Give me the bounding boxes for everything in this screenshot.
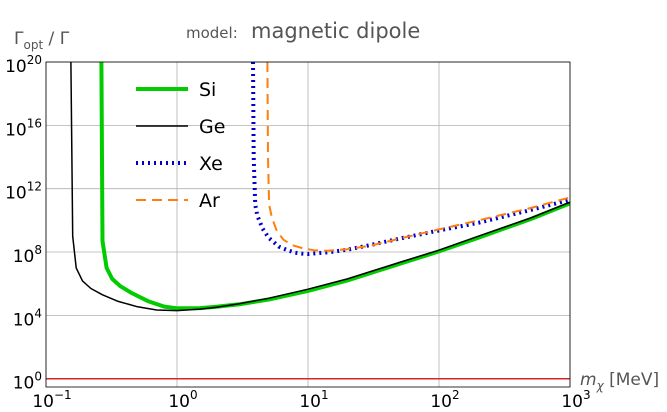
y-tick-label: 1020	[5, 53, 42, 77]
x-tick-labels: 10−1 100 101 102 103	[32, 388, 590, 412]
series-line-ar	[266, 62, 570, 252]
legend-label-ge: Ge	[199, 116, 225, 138]
y-tick-label: 100	[13, 370, 42, 394]
plot-frame	[45, 61, 571, 388]
y-tick-label: 1016	[5, 116, 42, 140]
y-axis-label-rest: / Γ	[43, 29, 70, 49]
y-tick-labels: 100 104 108 1012 1016 1020	[5, 53, 42, 394]
x-tick-label: 10−1	[32, 388, 71, 412]
x-axis-label: mχ [MeV]	[580, 370, 659, 393]
chart-title: magnetic dipole	[251, 19, 420, 43]
legend: Si Ge Xe Ar	[136, 79, 225, 212]
series-line-xe	[251, 62, 570, 256]
x-tick-label: 101	[299, 388, 328, 412]
y-tick-label: 108	[13, 243, 42, 267]
x-tick-label: 100	[168, 388, 197, 412]
legend-label-si: Si	[199, 79, 216, 101]
x-axis-label-sym: m	[580, 370, 597, 390]
x-tick-label: 103	[561, 388, 590, 412]
chart-title-prefix: model:	[186, 24, 238, 42]
y-tick-label: 1012	[5, 180, 42, 204]
y-axis-label-sub: opt	[23, 38, 43, 52]
x-axis-label-unit: [MeV]	[604, 370, 659, 390]
y-tick-label: 104	[13, 306, 42, 330]
series-line-ge	[70, 62, 570, 312]
x-axis-label-sub: χ	[596, 379, 605, 393]
series-group	[70, 62, 570, 312]
series-line-si	[99, 62, 570, 311]
legend-label-xe: Xe	[199, 153, 223, 175]
y-axis-label-base: Γ	[14, 29, 24, 49]
grid	[45, 61, 571, 387]
legend-label-ar: Ar	[199, 190, 220, 212]
y-axis-label: Γopt / Γ	[14, 29, 70, 52]
x-tick-label: 102	[430, 388, 459, 412]
